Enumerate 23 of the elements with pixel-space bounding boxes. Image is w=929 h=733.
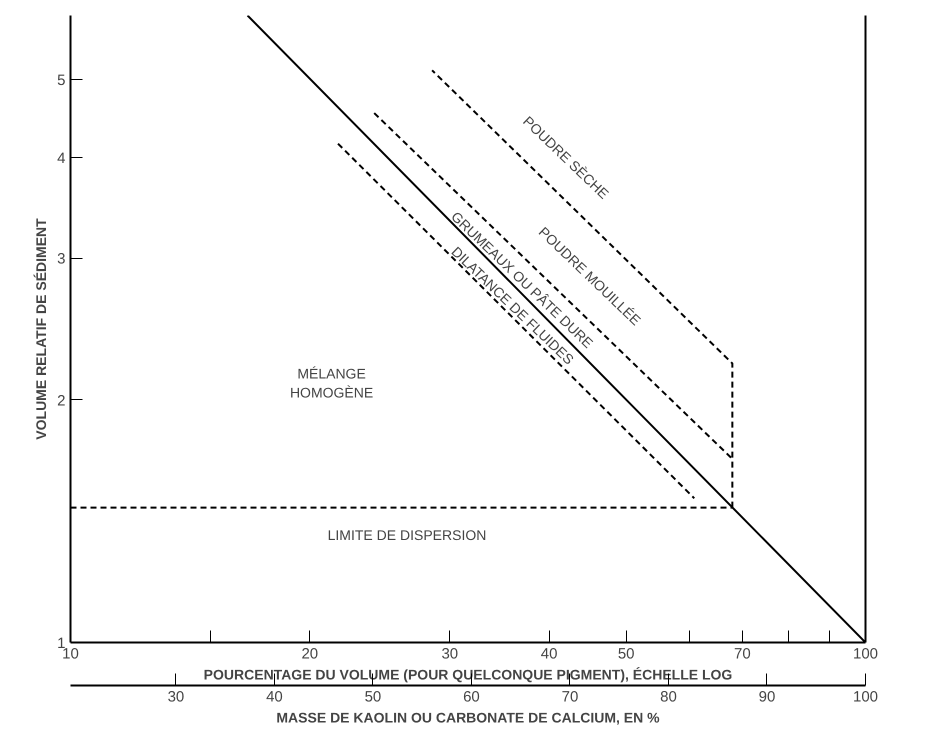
x2-tick-label: 50 (364, 688, 382, 706)
y-tick-label: 2 (57, 392, 66, 410)
y-tick-label: 3 (57, 250, 66, 268)
x2-tick-label: 60 (463, 688, 480, 706)
x-axis-title: POURCENTAGE DU VOLUME (POUR QUELCONQUE PIGMENT), ÉCHELLE LOG (204, 666, 732, 682)
x2-tick-label: 70 (562, 688, 578, 706)
x2-tick-label: 80 (660, 688, 677, 706)
y-tick-label: 4 (57, 150, 66, 167)
x2-tick-label: 100 (852, 688, 878, 706)
x-tick-label: 40 (540, 646, 558, 662)
annotation: LIMITE DE DISPERSION (328, 526, 486, 543)
x-tick-label: 100 (852, 646, 878, 662)
x-tick-label: 30 (441, 646, 458, 662)
y-tick-label: 5 (57, 72, 66, 89)
x-tick-label: 20 (301, 646, 318, 662)
x2-tick-label: 90 (758, 688, 776, 706)
x-tick-label: 50 (618, 646, 635, 662)
x2-tick-label: 40 (266, 688, 283, 706)
x2-tick-label: 30 (168, 688, 184, 706)
x-tick-label: 70 (734, 646, 751, 662)
y-axis-title: VOLUME RELATIF DE SÉDIMENT (33, 218, 50, 440)
annotation: MÉLANGE HOMOGÈNE (290, 365, 374, 400)
x2-axis-title: MASSE DE KAOLIN OU CARBONATE DE CALCIUM, EN % (276, 710, 660, 726)
